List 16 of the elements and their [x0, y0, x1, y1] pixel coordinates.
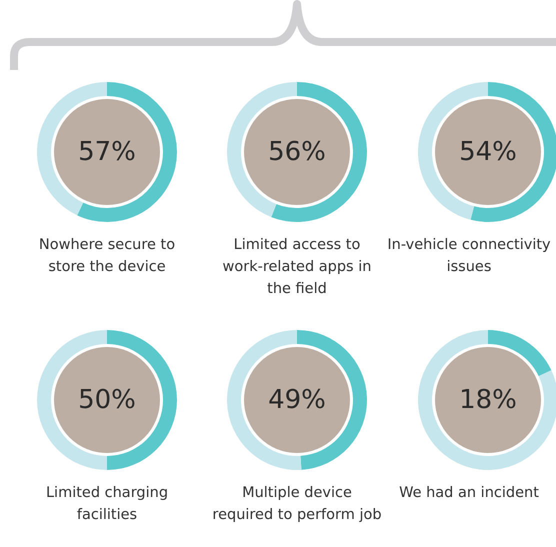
text: Limited charging facilities: [44, 484, 170, 525]
donut-slice: [271, 82, 367, 222]
donut-slice: [488, 330, 552, 376]
text: Multiple device required to perform job: [212, 484, 382, 525]
donut-slice: [418, 330, 556, 470]
text: Nowhere secure to store the device: [38, 236, 176, 277]
text: We had an incident: [398, 484, 540, 503]
text: In-vehicle connectivity issues: [386, 236, 552, 277]
text: Limited access to work-related apps in the field: [222, 236, 372, 299]
text: 57%: [77, 136, 137, 169]
text: 49%: [267, 384, 327, 417]
text: 18%: [458, 384, 518, 417]
text: 50%: [77, 384, 137, 417]
text: 54%: [458, 136, 518, 169]
text: 56%: [267, 136, 327, 169]
donut-slice: [77, 82, 177, 222]
